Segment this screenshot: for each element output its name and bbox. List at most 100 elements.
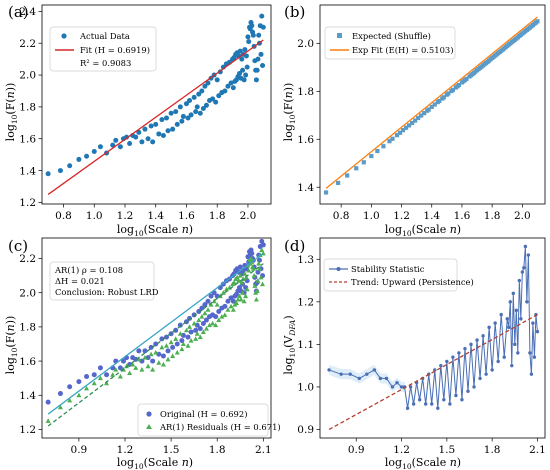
panel-a-point bbox=[156, 131, 162, 137]
panel-c-point bbox=[241, 298, 247, 304]
panel-d-point bbox=[424, 402, 428, 406]
panel-c-series-0 bbox=[45, 238, 266, 405]
panel-d-point bbox=[502, 355, 506, 359]
panel-d-point bbox=[508, 300, 512, 304]
panel-a-xtick-label: 1.4 bbox=[147, 210, 164, 222]
panel-d-point bbox=[457, 351, 461, 355]
panel-c-point bbox=[160, 361, 166, 367]
panel-a-point bbox=[153, 121, 159, 127]
panel-c-point bbox=[84, 373, 90, 379]
panel-a-point bbox=[148, 123, 154, 129]
panel-b-point bbox=[416, 115, 421, 121]
panel-a-point bbox=[199, 88, 205, 94]
panel-c-point bbox=[194, 331, 200, 336]
panel-c-point bbox=[45, 418, 51, 423]
panel-a-point bbox=[168, 110, 174, 116]
panel-a-point bbox=[180, 113, 186, 119]
panel-b-point bbox=[446, 91, 451, 96]
panel-a-point bbox=[260, 24, 266, 30]
panel-a-ytick-label: 1.8 bbox=[19, 102, 36, 114]
panel-c-point bbox=[256, 266, 262, 271]
panel-d-xtick-label: 1.5 bbox=[438, 444, 455, 456]
panel-c-ytick-label: 1.8 bbox=[19, 322, 36, 334]
panel-c-xtick-label: 1.2 bbox=[117, 444, 134, 456]
panel-c-point bbox=[200, 329, 206, 335]
panel-c-point bbox=[180, 341, 186, 346]
info-delta-h: ΔH = 0.021 bbox=[55, 276, 105, 286]
panel-a-ytick-label: 1.6 bbox=[19, 133, 36, 145]
panel-c-point bbox=[127, 370, 133, 376]
panel-a-point bbox=[84, 153, 90, 159]
panel-a-point bbox=[249, 23, 255, 29]
panel-a-series-0 bbox=[45, 13, 266, 177]
panel-c-point bbox=[187, 324, 193, 329]
panel-b-series-0 bbox=[323, 19, 540, 195]
panel-c-point bbox=[230, 298, 236, 304]
panel-c-point bbox=[255, 269, 261, 275]
panel-d-xtick-label: 0.9 bbox=[348, 444, 365, 456]
panel-c-point bbox=[45, 399, 51, 405]
panel-c-point bbox=[104, 380, 110, 386]
panel-b-point bbox=[406, 123, 412, 128]
panel-c-legend: Original (H = 0.692) AR(1) Residuals (H … bbox=[137, 403, 281, 437]
panel-d-point bbox=[481, 334, 485, 338]
panel-a-legend: Actual Data Fit (H = 0.6919) R² = 0.9083 bbox=[49, 26, 157, 72]
panel-c-point bbox=[136, 348, 142, 354]
panel-d-point bbox=[463, 346, 467, 351]
panel-d-fit-line-1 bbox=[328, 314, 538, 431]
panel-c-point bbox=[130, 361, 136, 367]
panel-a-point bbox=[245, 34, 251, 40]
panel-b-ytick-label: 2.0 bbox=[297, 38, 314, 50]
panel-b-point bbox=[410, 120, 415, 126]
panel-c-point bbox=[91, 372, 97, 378]
panel-c-xlabel: log10(Scale n) bbox=[117, 456, 193, 470]
panel-c-point bbox=[254, 288, 260, 293]
panel-c-point bbox=[236, 293, 242, 299]
panel-b-point bbox=[387, 139, 392, 144]
panel-d-point bbox=[529, 372, 534, 376]
panel-d-point bbox=[436, 406, 440, 410]
panel-c-point bbox=[67, 397, 73, 403]
panel-a-point bbox=[191, 94, 197, 100]
panel-d-point bbox=[475, 338, 479, 342]
panel-b-point bbox=[419, 113, 424, 118]
panel-d-point bbox=[510, 363, 514, 368]
panel-c-point bbox=[57, 391, 63, 397]
panel-c-point bbox=[211, 298, 217, 304]
panel-b-point bbox=[400, 128, 406, 133]
panel-c-point bbox=[193, 336, 199, 341]
panel-a-point bbox=[203, 102, 209, 108]
panel-d-point bbox=[531, 321, 535, 325]
panel-c-point bbox=[148, 351, 154, 357]
panel-a-point bbox=[213, 99, 219, 105]
panel-d-point bbox=[357, 376, 361, 381]
panel-d-ylabel: log10(VDFA) bbox=[282, 315, 297, 374]
panel-label-a: (a) bbox=[8, 3, 29, 21]
panel-a-point bbox=[225, 83, 231, 89]
panel-c-point bbox=[213, 314, 219, 320]
panel-d-frame bbox=[319, 237, 546, 439]
panel-c-point bbox=[188, 337, 194, 343]
panel-d-point bbox=[526, 253, 531, 257]
panel-c-point bbox=[196, 309, 202, 315]
panel-d-point bbox=[390, 385, 395, 389]
panel-b-point bbox=[450, 87, 455, 92]
panel-d-point bbox=[507, 325, 511, 330]
panel-c-point bbox=[197, 326, 203, 332]
panel-d-point bbox=[430, 402, 434, 406]
panel-c-point bbox=[249, 250, 255, 256]
panel-b-ytick-label: 1.4 bbox=[297, 182, 314, 194]
panel-b-xtick-label: 2.0 bbox=[514, 210, 531, 222]
panel-b-xtick-label: 1.2 bbox=[393, 210, 410, 222]
legend-label-ar1-residuals: AR(1) Residuals (H = 0.671) bbox=[159, 422, 281, 432]
panel-c-point bbox=[67, 384, 73, 390]
panel-a-point bbox=[170, 126, 176, 132]
panel-a-point bbox=[244, 64, 250, 70]
panel-c-point bbox=[256, 261, 262, 266]
panel-d-point bbox=[405, 406, 410, 410]
panel-a-point bbox=[240, 67, 246, 73]
panel-c-xtick-label: 1.8 bbox=[209, 444, 226, 456]
panel-c-point bbox=[250, 266, 256, 271]
panel-c-point bbox=[260, 242, 266, 248]
panel-c-point bbox=[243, 293, 249, 299]
